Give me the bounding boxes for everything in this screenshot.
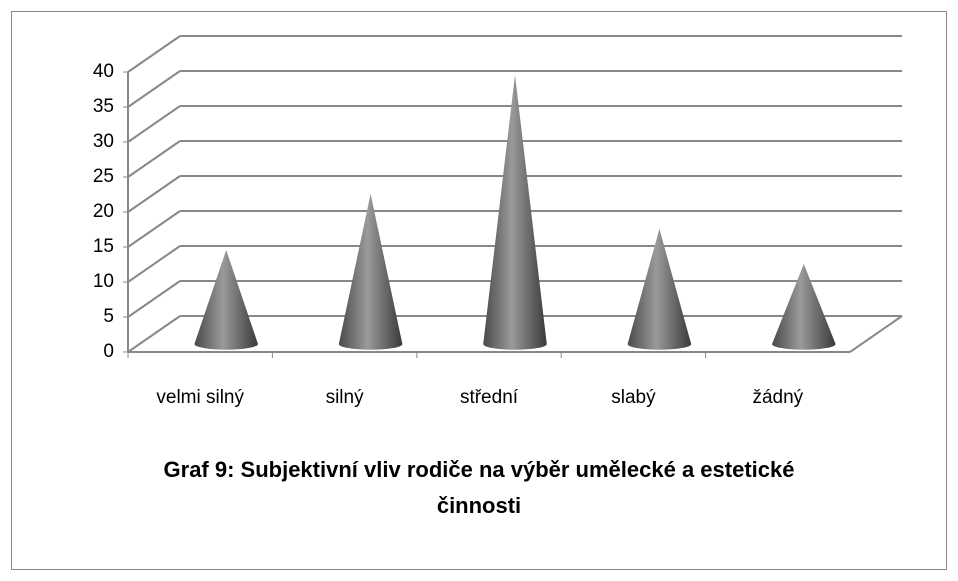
grid-line <box>127 280 181 318</box>
cone <box>772 264 836 350</box>
grid-line <box>127 245 181 283</box>
y-tick-label: 15 <box>93 236 114 257</box>
y-tick-label: 40 <box>93 61 114 82</box>
y-tick-label: 35 <box>93 96 114 117</box>
y-tick-label: 0 <box>103 341 114 362</box>
y-tick-label: 25 <box>93 166 114 187</box>
grid-line <box>127 175 181 213</box>
cone <box>194 250 258 350</box>
cone <box>627 229 692 350</box>
x-tick-label: střední <box>460 387 519 408</box>
floor-edge <box>849 315 903 353</box>
y-tick-label: 5 <box>103 306 114 327</box>
x-tick-label: silný <box>326 387 365 408</box>
grid-line <box>127 35 181 73</box>
chart-title: Graf 9: Subjektivní vliv rodiče na výběr… <box>163 457 795 518</box>
x-tick-label: velmi silný <box>156 387 244 408</box>
y-tick-label: 10 <box>93 271 114 292</box>
y-tick-label: 30 <box>93 131 114 152</box>
grid-line <box>127 210 181 248</box>
cone <box>338 194 403 350</box>
cone <box>483 75 547 350</box>
grid-line <box>127 105 181 143</box>
grid-line <box>127 315 181 353</box>
y-tick-label: 20 <box>93 201 114 222</box>
x-tick-label: slabý <box>611 387 656 408</box>
grid-line <box>127 70 181 108</box>
grid-line <box>127 140 181 178</box>
x-tick-label: žádný <box>752 387 803 408</box>
